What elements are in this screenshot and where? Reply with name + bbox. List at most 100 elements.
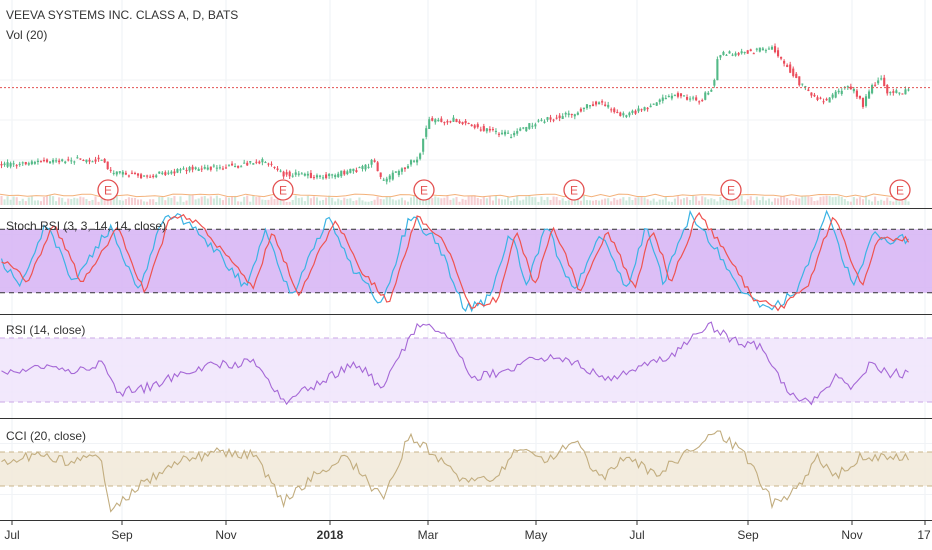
volume-bar xyxy=(285,201,288,205)
candle-body xyxy=(33,161,36,164)
volume-bar xyxy=(743,201,746,205)
candle-body xyxy=(695,97,698,101)
candle-body xyxy=(801,83,804,85)
volume-bar xyxy=(276,198,279,205)
candle-body xyxy=(261,159,264,163)
volume-bar xyxy=(15,197,18,205)
volume-bar xyxy=(352,201,355,205)
candle-body xyxy=(643,107,646,111)
candle-body xyxy=(61,159,64,161)
volume-bar xyxy=(837,196,840,205)
candle-body xyxy=(91,161,94,163)
volume-bar xyxy=(379,198,382,205)
candle-body xyxy=(561,116,564,120)
volume-bar xyxy=(224,197,228,205)
volume-bar xyxy=(185,200,188,205)
candle-body xyxy=(576,112,579,115)
volume-bar xyxy=(767,198,771,205)
candle-body xyxy=(849,86,852,90)
candle-body xyxy=(340,170,343,177)
candle-body xyxy=(734,53,737,56)
volume-bar xyxy=(843,199,846,205)
candle-body xyxy=(9,163,12,167)
candle-body xyxy=(185,169,188,172)
volume-bar xyxy=(321,199,325,205)
volume-bar xyxy=(682,198,686,205)
volume-bar xyxy=(443,197,446,205)
candle-body xyxy=(406,165,410,169)
candle-body xyxy=(264,162,267,164)
volume-bar xyxy=(546,197,549,205)
candle-body xyxy=(237,165,240,168)
candle-body xyxy=(864,96,868,106)
volume-bar xyxy=(382,199,385,205)
candle-body xyxy=(0,164,3,166)
candle-body xyxy=(197,168,200,171)
volume-bar xyxy=(770,201,774,205)
candle-body xyxy=(479,129,482,131)
x-tick-label: Sep xyxy=(737,528,759,542)
candle-body xyxy=(634,110,637,114)
candle-body xyxy=(270,163,273,165)
volume-bar xyxy=(752,200,755,205)
volume-bar xyxy=(39,201,43,205)
candle-body xyxy=(513,132,516,136)
candle-body xyxy=(701,100,704,102)
volume-bar xyxy=(631,200,634,205)
candle-body xyxy=(325,174,328,179)
candle-body xyxy=(598,102,601,105)
volume-bar xyxy=(531,197,534,205)
volume-bar xyxy=(476,197,479,205)
candle-body xyxy=(689,98,692,100)
volume-bar xyxy=(312,196,316,205)
volume-bar xyxy=(649,200,652,205)
candle-body xyxy=(206,167,209,170)
earnings-marker-label: E xyxy=(104,184,112,198)
volume-bar xyxy=(109,197,112,205)
volume-bar xyxy=(676,196,680,205)
candle-body xyxy=(6,162,9,167)
candle-body xyxy=(767,48,771,50)
volume-bar xyxy=(877,200,880,205)
candle-body xyxy=(343,170,346,175)
candle-body xyxy=(795,73,798,78)
volume-bar xyxy=(564,200,567,205)
candle-body xyxy=(55,160,58,162)
volume-bar xyxy=(613,197,616,205)
candle-body xyxy=(798,76,801,86)
volume-bar xyxy=(164,200,167,205)
volume-bar xyxy=(33,200,36,205)
volume-bar xyxy=(670,201,673,205)
candle-body xyxy=(528,123,531,129)
candle-body xyxy=(746,50,749,54)
candle-body xyxy=(464,120,467,124)
candle-body xyxy=(252,163,255,165)
candle-body xyxy=(121,171,124,175)
volume-bar xyxy=(640,196,643,205)
candle-body xyxy=(70,160,73,162)
candle-body xyxy=(488,128,491,131)
volume-bar xyxy=(755,196,758,205)
volume-bar xyxy=(391,199,394,205)
volume-bar xyxy=(24,201,27,205)
candle-body xyxy=(555,117,558,119)
candle-body xyxy=(412,160,416,162)
volume-bar xyxy=(880,199,883,205)
candle-body xyxy=(130,172,134,174)
candle-body xyxy=(397,171,400,176)
candle-body xyxy=(182,168,185,170)
candle-body xyxy=(194,167,197,170)
volume-bar xyxy=(886,197,889,205)
candle-body xyxy=(67,159,70,161)
volume-bar xyxy=(209,196,212,205)
candle-body xyxy=(607,104,610,108)
x-tick-label: 17 xyxy=(917,528,931,542)
volume-bar xyxy=(494,195,498,205)
volume-bar xyxy=(561,198,564,205)
volume-bar xyxy=(558,200,561,205)
candle-body xyxy=(240,166,243,168)
candle-body xyxy=(158,171,161,174)
volume-bar xyxy=(373,199,376,205)
volume-bar xyxy=(106,199,109,205)
candle-body xyxy=(792,68,795,76)
